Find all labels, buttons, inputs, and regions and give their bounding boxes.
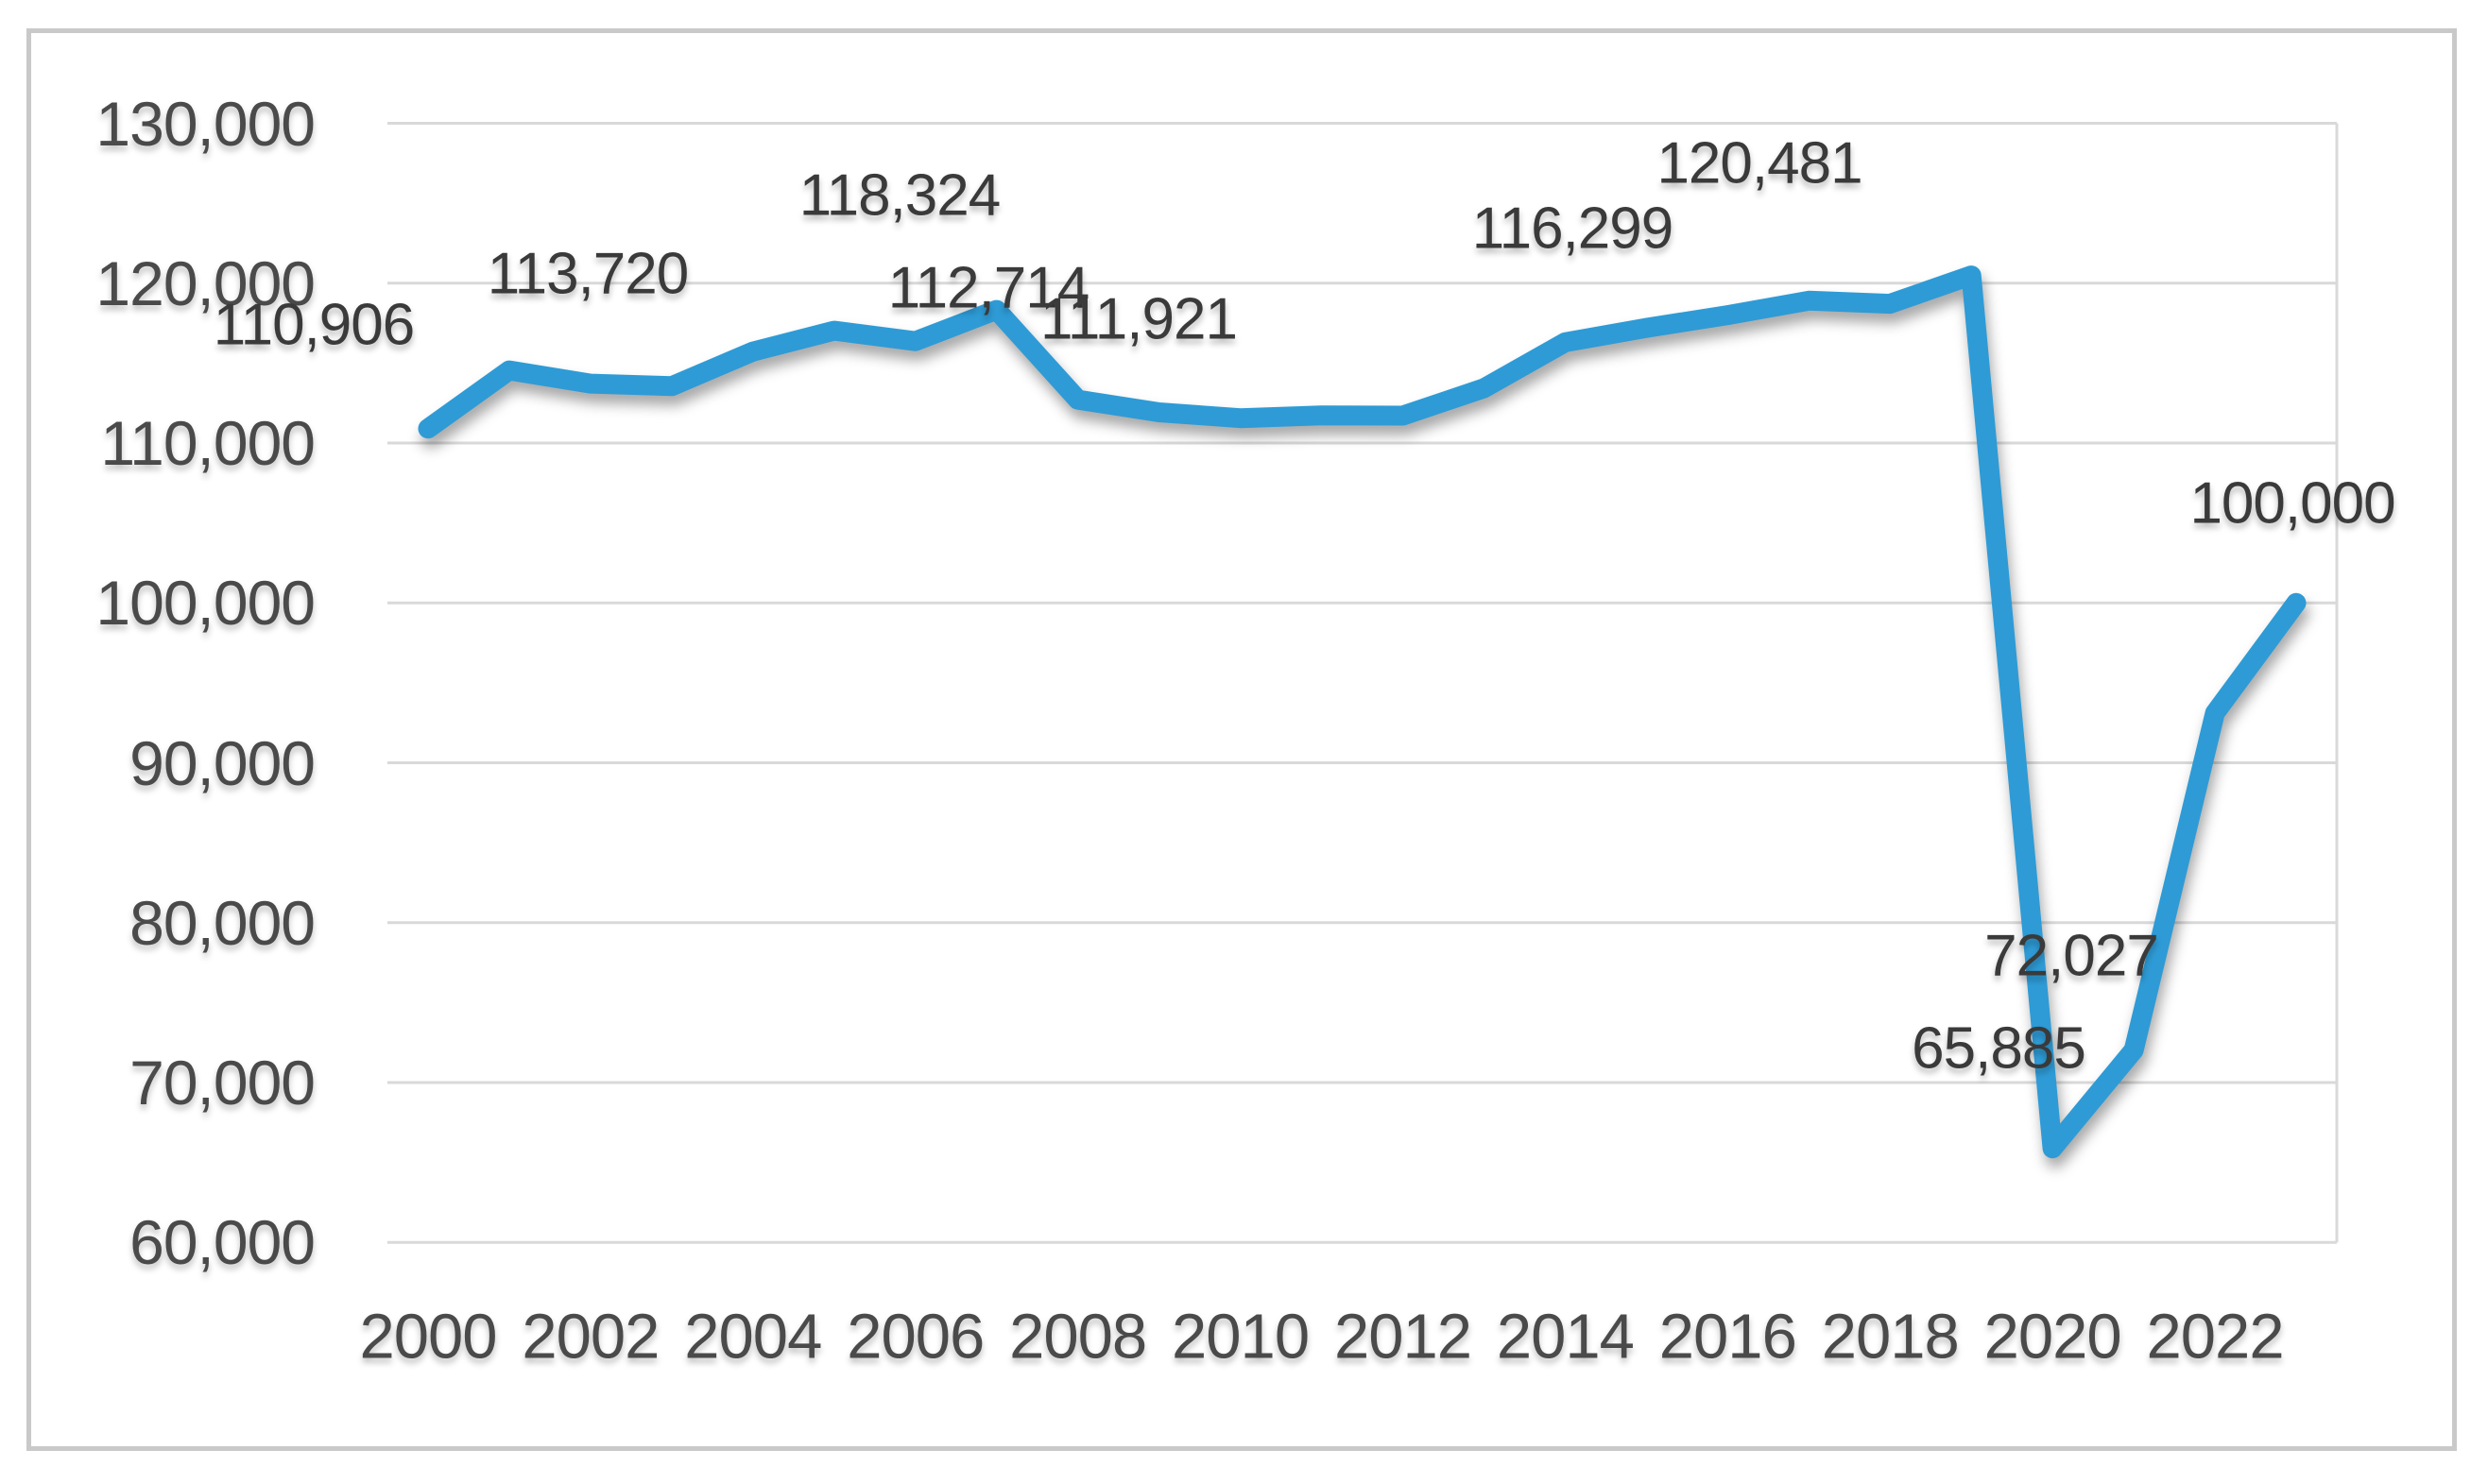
y-tick-label: 70,000 [129, 1048, 316, 1118]
chart-border [26, 28, 2457, 1451]
y-tick-label: 110,000 [100, 408, 316, 478]
data-label: 65,885 [1912, 1015, 2086, 1082]
data-series-line [418, 265, 2307, 1159]
data-label: 72,027 [1984, 923, 2159, 989]
y-tick-label: 80,000 [129, 887, 316, 958]
x-tick-label: 2004 [684, 1301, 822, 1373]
x-tick-label: 2002 [522, 1301, 660, 1373]
x-tick-label: 2000 [359, 1301, 497, 1373]
data-label: 118,324 [798, 162, 1002, 229]
x-tick-label: 2010 [1172, 1301, 1310, 1373]
x-tick-label: 2008 [1009, 1301, 1147, 1373]
data-label: 116,299 [1471, 196, 1674, 262]
data-label: 100,000 [2189, 470, 2395, 537]
y-tick-label: 130,000 [95, 88, 316, 159]
x-tick-label: 2016 [1658, 1301, 1797, 1373]
y-tick-label: 120,000 [95, 247, 316, 318]
data-label: 110,906 [213, 292, 416, 358]
y-tick-label: 90,000 [129, 727, 316, 798]
x-tick-label: 2022 [2146, 1301, 2285, 1373]
data-label: 120,481 [1656, 130, 1862, 196]
y-tick-label: 100,000 [95, 568, 316, 639]
x-tick-label: 2014 [1496, 1301, 1635, 1373]
x-tick-label: 2020 [1983, 1301, 2122, 1373]
y-tick-label: 60,000 [129, 1207, 316, 1278]
x-tick-label: 2012 [1333, 1301, 1472, 1373]
x-tick-label: 2018 [1821, 1301, 1960, 1373]
data-label: 111,921 [1040, 286, 1238, 352]
data-label: 112,714 [887, 255, 1090, 321]
x-tick-label: 2006 [847, 1301, 985, 1373]
data-label: 113,720 [487, 241, 690, 307]
